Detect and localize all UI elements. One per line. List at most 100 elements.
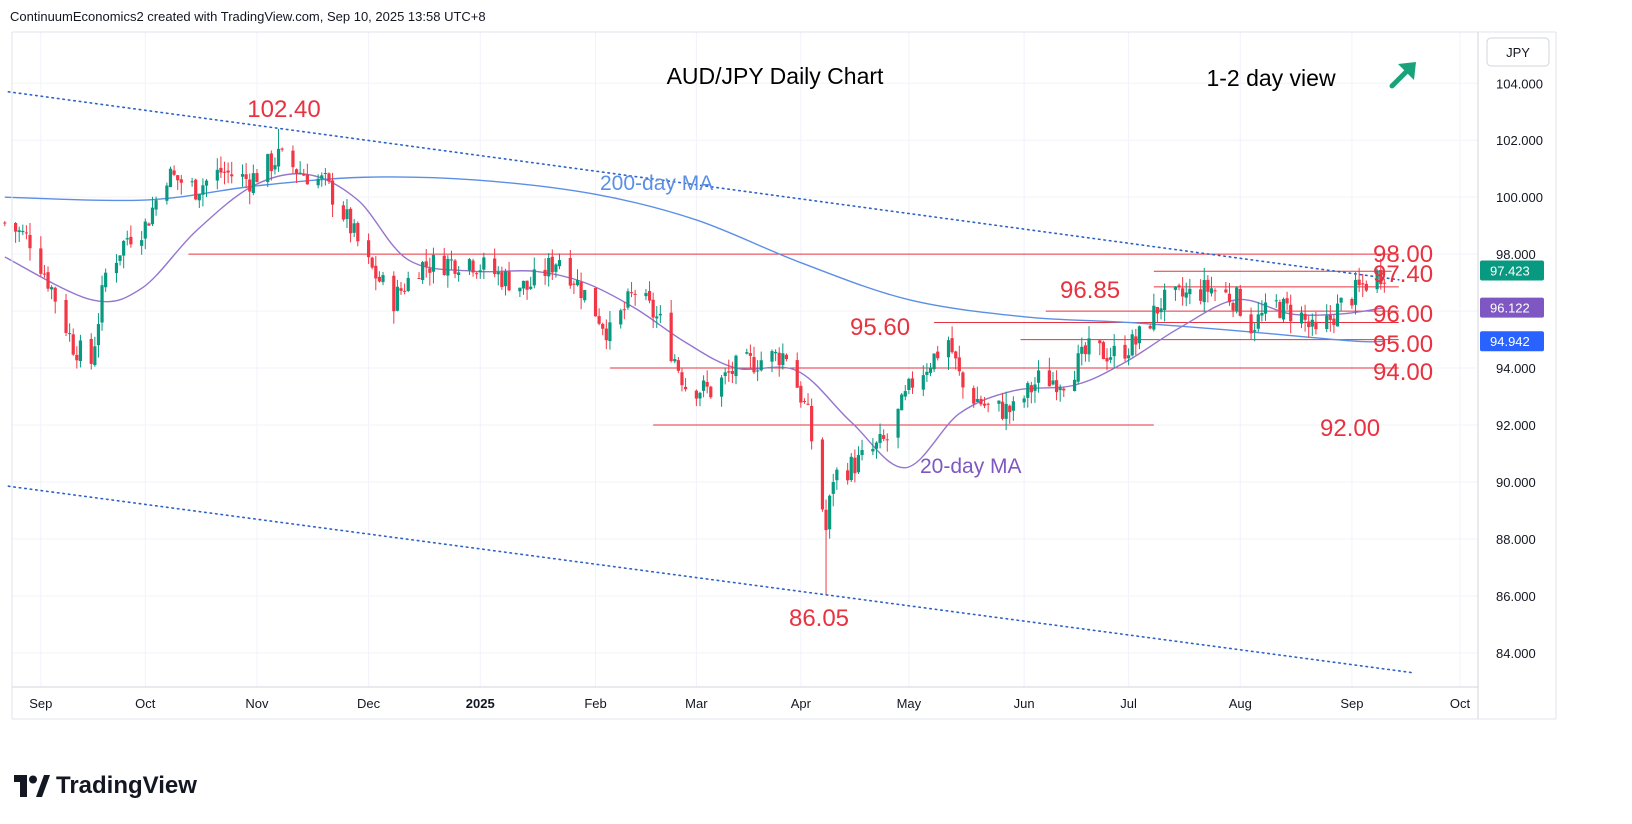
candle-body (478, 270, 482, 273)
candle-body (1213, 290, 1217, 292)
candle-body (352, 223, 356, 233)
x-tick-label: Oct (1450, 696, 1471, 711)
candle-body (997, 400, 1001, 404)
candle-body (626, 291, 630, 308)
candle-body (820, 439, 825, 510)
candle-body (399, 288, 403, 291)
candle-body (647, 290, 652, 301)
candle-body (323, 173, 327, 175)
candle-body (222, 171, 227, 173)
candle-body (856, 455, 861, 473)
candle-body (860, 450, 864, 456)
candle-body (1033, 384, 1037, 391)
candle-body (525, 280, 529, 290)
candle-body (442, 255, 446, 275)
candle-body (122, 241, 126, 256)
candle-body (554, 264, 558, 272)
candle-body (828, 495, 832, 530)
x-tick-label: 2025 (466, 696, 495, 711)
candle-body (46, 272, 50, 289)
candle-body (629, 292, 634, 294)
candle-body (1072, 379, 1077, 392)
candle-body (104, 272, 108, 288)
candle-body (1238, 288, 1242, 316)
candle-body (543, 269, 547, 276)
candle-body (1361, 283, 1365, 285)
candle-body (320, 175, 324, 179)
y-tick-label: 94.000 (1496, 361, 1536, 376)
candle-body (907, 378, 911, 390)
candle-body (75, 354, 79, 361)
tradingview-logo[interactable]: TradingView (14, 772, 197, 800)
currency-label: JPY (1506, 45, 1530, 60)
candle-body (143, 221, 147, 239)
candle-body (53, 287, 57, 302)
x-tick-label: Aug (1229, 696, 1252, 711)
view-label: 1-2 day view (1206, 65, 1336, 91)
candle-body (194, 179, 198, 200)
ma200-line (4, 176, 1385, 343)
candle-body (658, 313, 662, 316)
candle-body (802, 400, 807, 402)
candle-body (147, 223, 151, 226)
candle-body (291, 150, 295, 168)
candle-body (125, 238, 129, 240)
candle-body (1278, 301, 1282, 318)
y-tick-label: 90.000 (1496, 475, 1536, 490)
candle-body (1098, 340, 1102, 344)
candle-body (503, 271, 508, 287)
candle-body (330, 180, 335, 205)
candle-body (557, 260, 562, 267)
candle-body (129, 236, 133, 245)
y-tick-label: 92.000 (1496, 418, 1536, 433)
candle-body (294, 169, 299, 174)
candle-body (467, 259, 472, 271)
x-tick-label: Sep (29, 696, 52, 711)
candle-body (1051, 380, 1055, 385)
candle-body (1054, 380, 1059, 393)
x-tick-label: Dec (357, 696, 381, 711)
candle-body (1224, 289, 1228, 293)
axes: JPY104.000102.000100.00098.00096.00094.0… (11, 31, 1557, 720)
candle-body (1000, 401, 1005, 419)
candle-body (882, 435, 886, 439)
candle-body (93, 346, 97, 366)
candle-body (21, 230, 25, 233)
candle-body (298, 172, 302, 174)
candle-body (1080, 346, 1084, 354)
candle-body (608, 322, 612, 342)
candle-body (341, 205, 345, 220)
candle-body (759, 360, 763, 371)
candle-body (925, 371, 929, 375)
price-badges: 97.423 96.122 94.942 (1480, 260, 1544, 352)
candle-body (547, 258, 551, 277)
tradingview-logo-icon (14, 775, 50, 797)
support-resistance-levels (188, 253, 1399, 426)
candle-body (619, 310, 623, 325)
candle-body (1177, 285, 1181, 288)
candle-body (1152, 305, 1156, 330)
candle-body (518, 287, 522, 292)
candle-body (806, 403, 810, 405)
candle-body (1202, 279, 1206, 303)
candle-body (1209, 288, 1214, 294)
price-badge-ma20 (1480, 297, 1544, 318)
ma200-series (4, 176, 1385, 343)
candle-body (1105, 357, 1109, 362)
candle-body (17, 230, 21, 232)
candle-body (1101, 342, 1105, 360)
candle-body (835, 469, 839, 481)
y-tick-label: 102.000 (1496, 133, 1543, 148)
candle-body (1083, 345, 1087, 355)
candle-body (575, 279, 580, 286)
trendlines (7, 91, 1414, 674)
candle-body (1263, 302, 1268, 314)
candle-body (251, 173, 255, 194)
y-tick-label: 100.000 (1496, 190, 1543, 205)
candle-body (226, 170, 230, 173)
candle-body (165, 185, 169, 201)
candle-body (1047, 370, 1051, 387)
candle-body (417, 278, 421, 280)
candle-body (932, 353, 936, 370)
